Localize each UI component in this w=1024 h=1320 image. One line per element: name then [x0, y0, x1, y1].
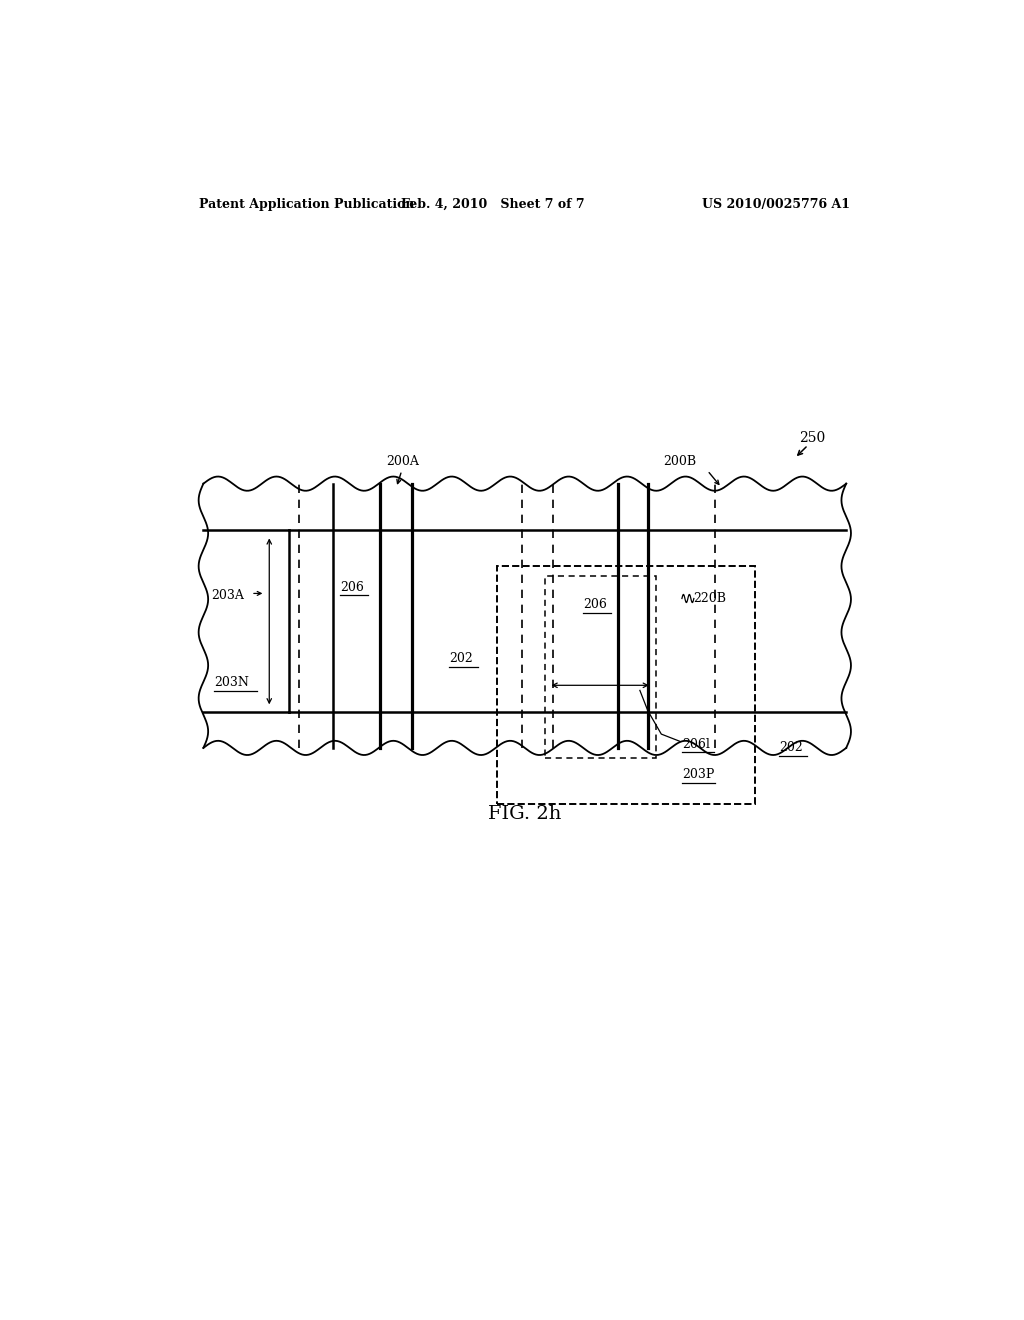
- Text: 200B: 200B: [664, 455, 696, 469]
- Text: 220B: 220B: [693, 591, 726, 605]
- Text: 206: 206: [340, 581, 364, 594]
- Text: 206: 206: [583, 598, 606, 611]
- Text: 200A: 200A: [386, 455, 419, 469]
- Text: 202: 202: [450, 652, 473, 665]
- Text: FIG. 2h: FIG. 2h: [488, 805, 561, 822]
- Text: 203N: 203N: [214, 676, 249, 689]
- Text: 203P: 203P: [682, 768, 715, 781]
- Bar: [497, 566, 755, 804]
- Text: 202: 202: [778, 742, 803, 755]
- Text: 250: 250: [799, 430, 825, 445]
- Text: Feb. 4, 2010   Sheet 7 of 7: Feb. 4, 2010 Sheet 7 of 7: [401, 198, 585, 211]
- Text: Patent Application Publication: Patent Application Publication: [200, 198, 415, 211]
- Text: 206l: 206l: [682, 738, 710, 751]
- Bar: [545, 576, 655, 758]
- Text: US 2010/0025776 A1: US 2010/0025776 A1: [702, 198, 850, 211]
- Text: 203A: 203A: [211, 589, 244, 602]
